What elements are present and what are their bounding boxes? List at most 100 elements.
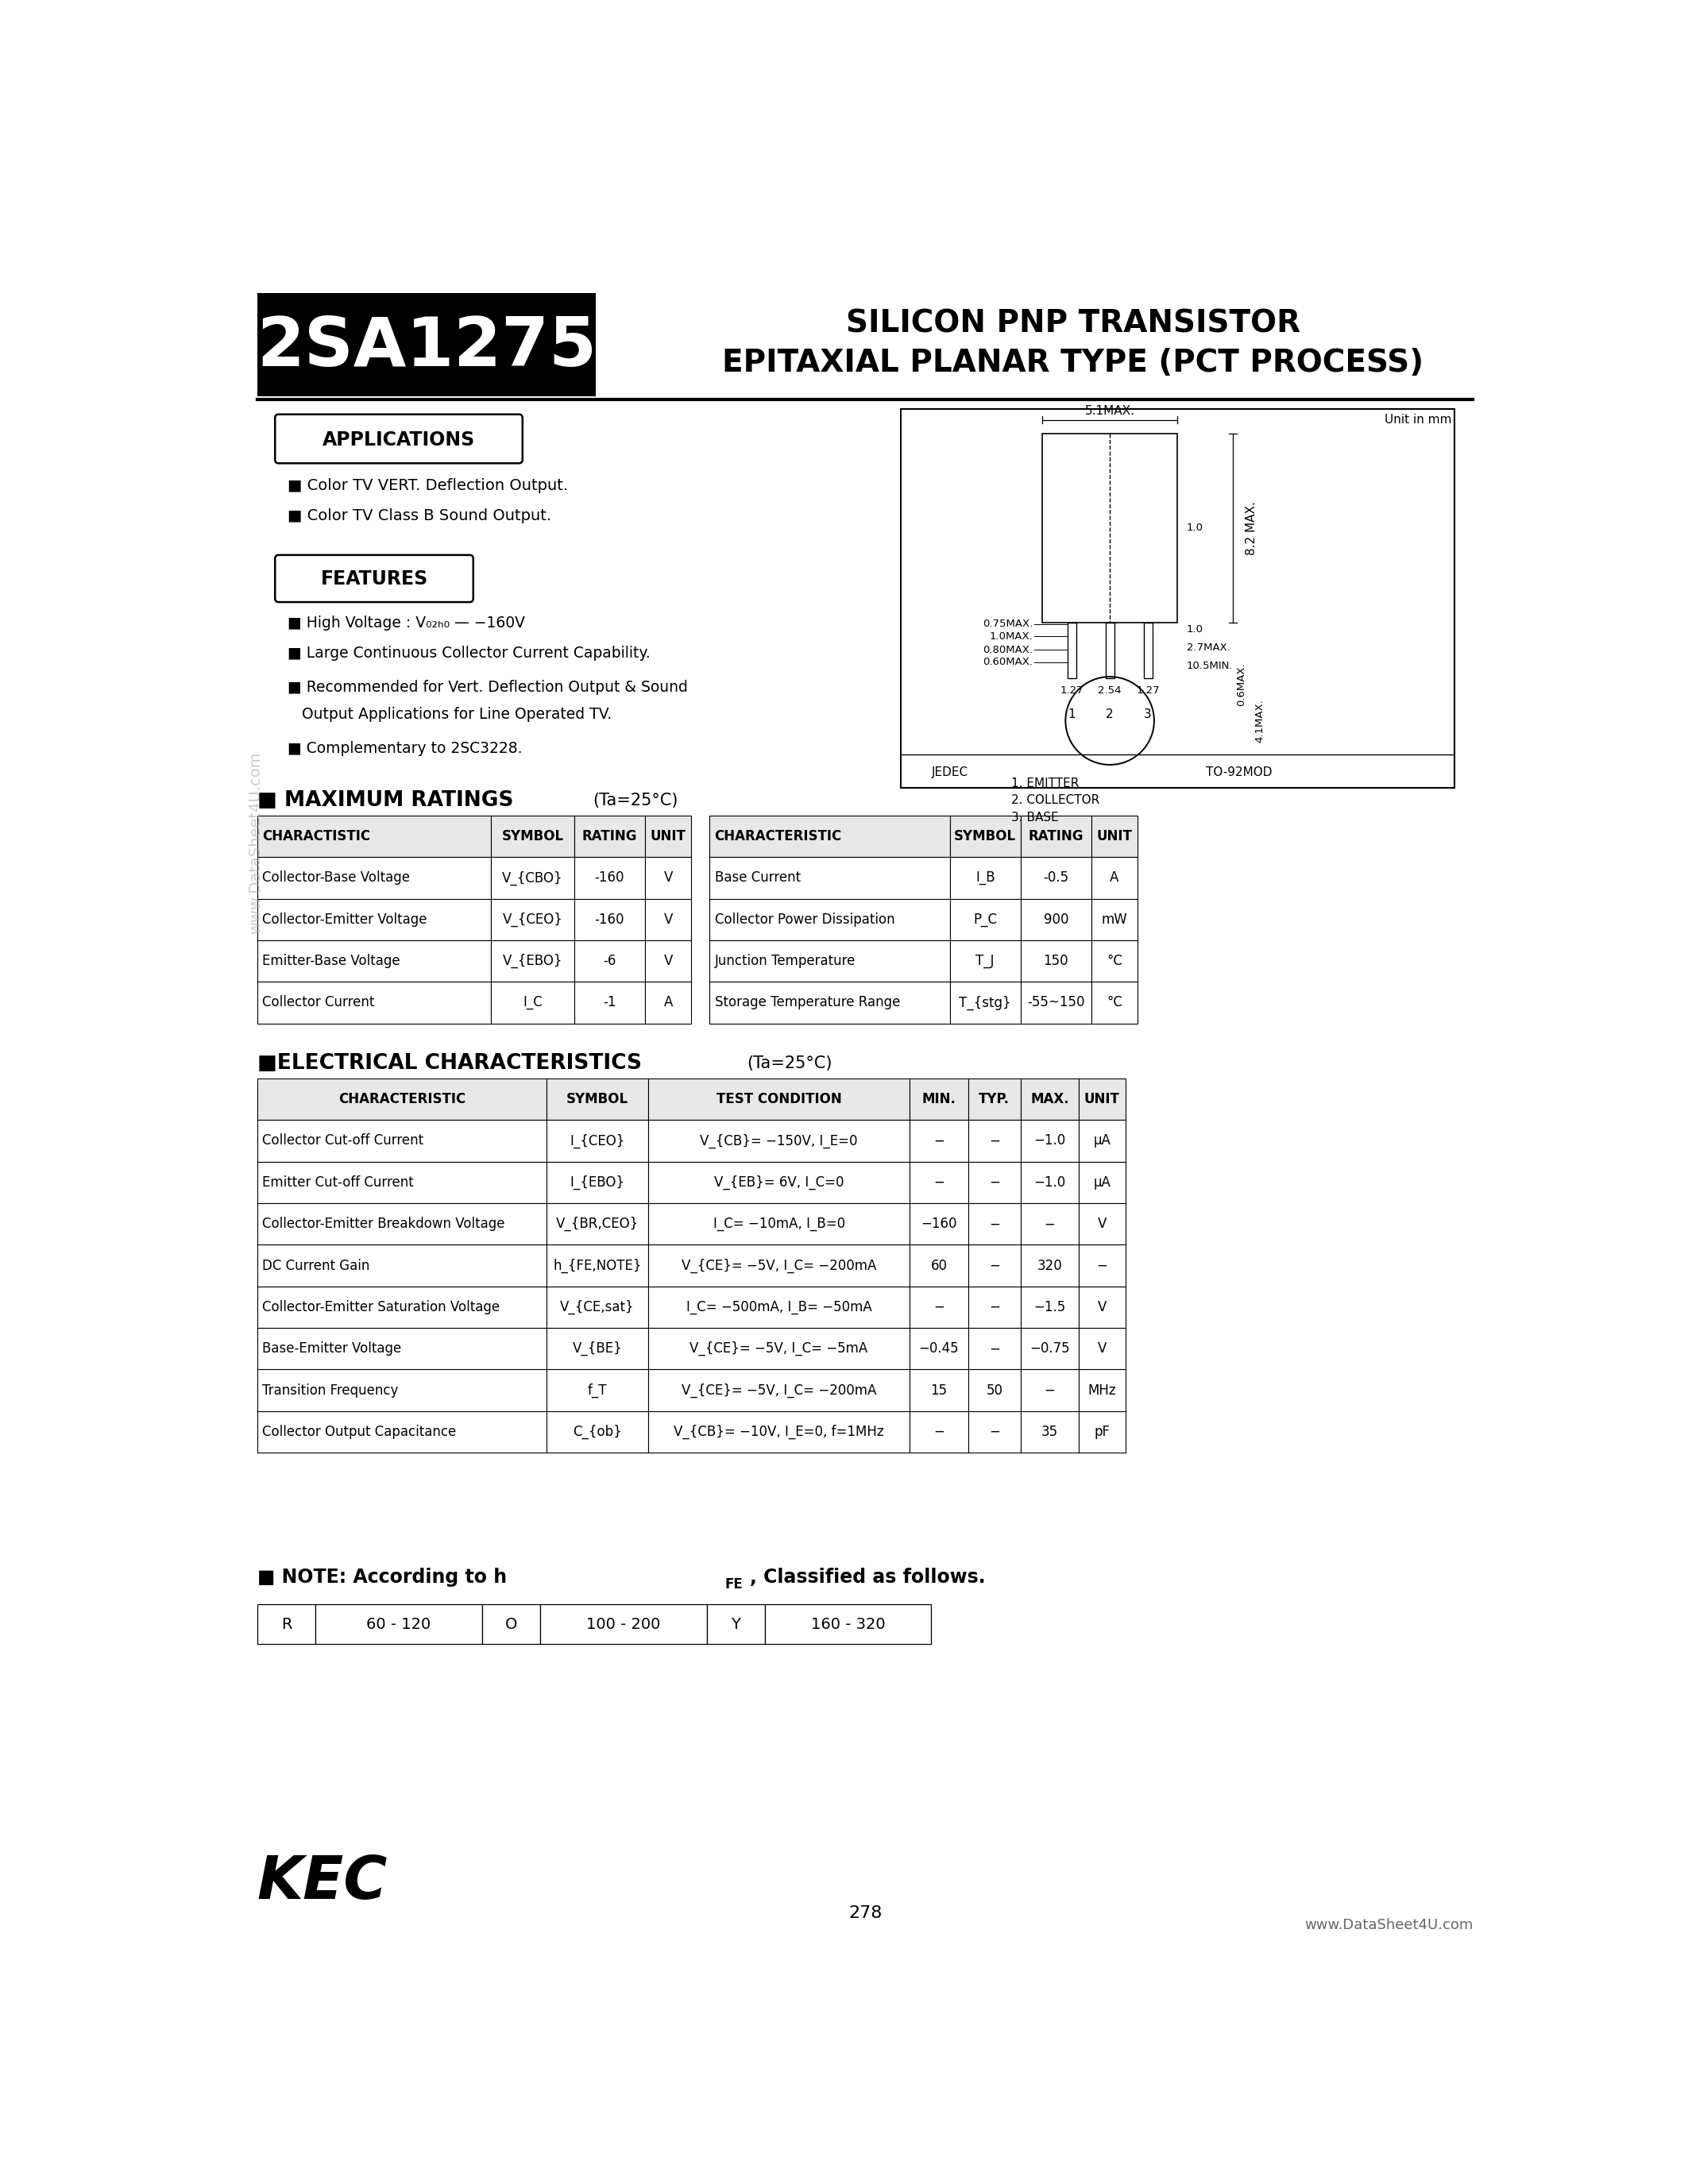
FancyBboxPatch shape: [275, 415, 523, 463]
Bar: [1021, 898, 1092, 941]
Bar: [1079, 1120, 1126, 1162]
Bar: [707, 1605, 765, 1645]
Text: Y: Y: [731, 1616, 741, 1631]
Bar: [910, 1369, 969, 1411]
Text: 50: 50: [986, 1382, 1003, 1398]
Bar: [257, 1369, 547, 1411]
Bar: [1021, 856, 1092, 898]
Bar: [540, 1605, 707, 1645]
Bar: [910, 1079, 969, 1120]
Text: ■ NOTE: According to h: ■ NOTE: According to h: [257, 1568, 506, 1586]
Text: −1.5: −1.5: [1033, 1299, 1065, 1315]
Text: 1.0: 1.0: [1187, 625, 1204, 633]
Text: Collector Power Dissipation: Collector Power Dissipation: [714, 913, 895, 926]
Text: °C: °C: [1107, 996, 1123, 1009]
Text: −0.75: −0.75: [1030, 1341, 1070, 1356]
Bar: [910, 1245, 969, 1286]
Bar: [969, 1328, 1021, 1369]
Text: Junction Temperature: Junction Temperature: [714, 954, 856, 968]
Text: −: −: [989, 1216, 999, 1232]
Text: 1.27: 1.27: [1060, 686, 1084, 695]
Text: SILICON PNP TRANSISTOR: SILICON PNP TRANSISTOR: [846, 308, 1300, 339]
Bar: [910, 1203, 969, 1245]
Text: 10.5MIN.: 10.5MIN.: [1187, 660, 1234, 670]
Bar: [648, 1286, 910, 1328]
Text: Base Current: Base Current: [714, 871, 800, 885]
Text: V_{CE}= −5V, I_C= −200mA: V_{CE}= −5V, I_C= −200mA: [682, 1258, 876, 1273]
Bar: [257, 983, 491, 1024]
Text: Emitter-Base Voltage: Emitter-Base Voltage: [262, 954, 400, 968]
Text: V_{CE}= −5V, I_C= −5mA: V_{CE}= −5V, I_C= −5mA: [690, 1341, 868, 1356]
Bar: [648, 1369, 910, 1411]
Text: -0.5: -0.5: [1043, 871, 1069, 885]
Text: JEDEC: JEDEC: [932, 767, 969, 780]
Bar: [547, 1328, 648, 1369]
Text: P_C: P_C: [974, 913, 998, 926]
Text: T_{stg}: T_{stg}: [959, 996, 1011, 1009]
Text: Emitter Cut-off Current: Emitter Cut-off Current: [262, 1175, 414, 1190]
Bar: [645, 983, 690, 1024]
Text: 320: 320: [1036, 1258, 1062, 1273]
Text: 278: 278: [849, 1904, 883, 1922]
Bar: [491, 983, 574, 1024]
Bar: [969, 1411, 1021, 1452]
Text: ■ Color TV Class B Sound Output.: ■ Color TV Class B Sound Output.: [289, 509, 552, 524]
Text: Collector-Emitter Voltage: Collector-Emitter Voltage: [262, 913, 427, 926]
Text: 900: 900: [1043, 913, 1069, 926]
Text: Unit in mm: Unit in mm: [1384, 415, 1452, 426]
Bar: [547, 1079, 648, 1120]
Bar: [547, 1245, 648, 1286]
Bar: [257, 1079, 547, 1120]
Text: V: V: [663, 954, 672, 968]
Text: −1.0: −1.0: [1033, 1175, 1065, 1190]
Text: FEATURES: FEATURES: [321, 570, 427, 587]
Text: V_{CE,sat}: V_{CE,sat}: [560, 1299, 635, 1315]
Text: 160 - 320: 160 - 320: [810, 1616, 885, 1631]
Bar: [1092, 815, 1138, 856]
Bar: [645, 941, 690, 983]
Bar: [648, 1120, 910, 1162]
Text: 15: 15: [930, 1382, 947, 1398]
Bar: [257, 1162, 547, 1203]
Bar: [1021, 1079, 1079, 1120]
Text: T_J: T_J: [976, 954, 994, 968]
Text: SYMBOL: SYMBOL: [501, 830, 564, 843]
Text: −: −: [1045, 1216, 1055, 1232]
Text: 150: 150: [1043, 954, 1069, 968]
Bar: [257, 1286, 547, 1328]
Bar: [648, 1245, 910, 1286]
Bar: [491, 815, 574, 856]
Text: −: −: [933, 1133, 945, 1149]
Text: −: −: [989, 1133, 999, 1149]
Text: V_{CE}= −5V, I_C= −200mA: V_{CE}= −5V, I_C= −200mA: [682, 1382, 876, 1398]
Bar: [950, 815, 1021, 856]
Bar: [1092, 898, 1138, 941]
Text: RATING: RATING: [582, 830, 638, 843]
Text: I_{EBO}: I_{EBO}: [571, 1175, 625, 1190]
Bar: [1079, 1328, 1126, 1369]
Bar: [969, 1245, 1021, 1286]
Bar: [648, 1203, 910, 1245]
Text: -6: -6: [603, 954, 616, 968]
Text: −0.45: −0.45: [918, 1341, 959, 1356]
Bar: [1106, 622, 1114, 677]
Text: 1: 1: [1069, 708, 1075, 721]
Text: UNIT: UNIT: [1097, 830, 1133, 843]
Bar: [910, 1162, 969, 1203]
Text: EPITAXIAL PLANAR TYPE (PCT PROCESS): EPITAXIAL PLANAR TYPE (PCT PROCESS): [722, 347, 1423, 378]
Text: Collector-Emitter Saturation Voltage: Collector-Emitter Saturation Voltage: [262, 1299, 500, 1315]
Text: −: −: [933, 1424, 945, 1439]
Bar: [257, 856, 491, 898]
Text: V_{CB}= −150V, I_E=0: V_{CB}= −150V, I_E=0: [701, 1133, 858, 1149]
Text: 0.80MAX.: 0.80MAX.: [982, 644, 1033, 655]
Text: APPLICATIONS: APPLICATIONS: [322, 430, 474, 450]
Text: A: A: [663, 996, 672, 1009]
Text: Collector-Base Voltage: Collector-Base Voltage: [262, 871, 410, 885]
Text: MHz: MHz: [1089, 1382, 1116, 1398]
Text: O: O: [505, 1616, 517, 1631]
Bar: [257, 1411, 547, 1452]
Text: V_{BR,CEO}: V_{BR,CEO}: [555, 1216, 638, 1232]
Bar: [481, 1605, 540, 1645]
Bar: [1079, 1286, 1126, 1328]
Text: pF: pF: [1094, 1424, 1111, 1439]
